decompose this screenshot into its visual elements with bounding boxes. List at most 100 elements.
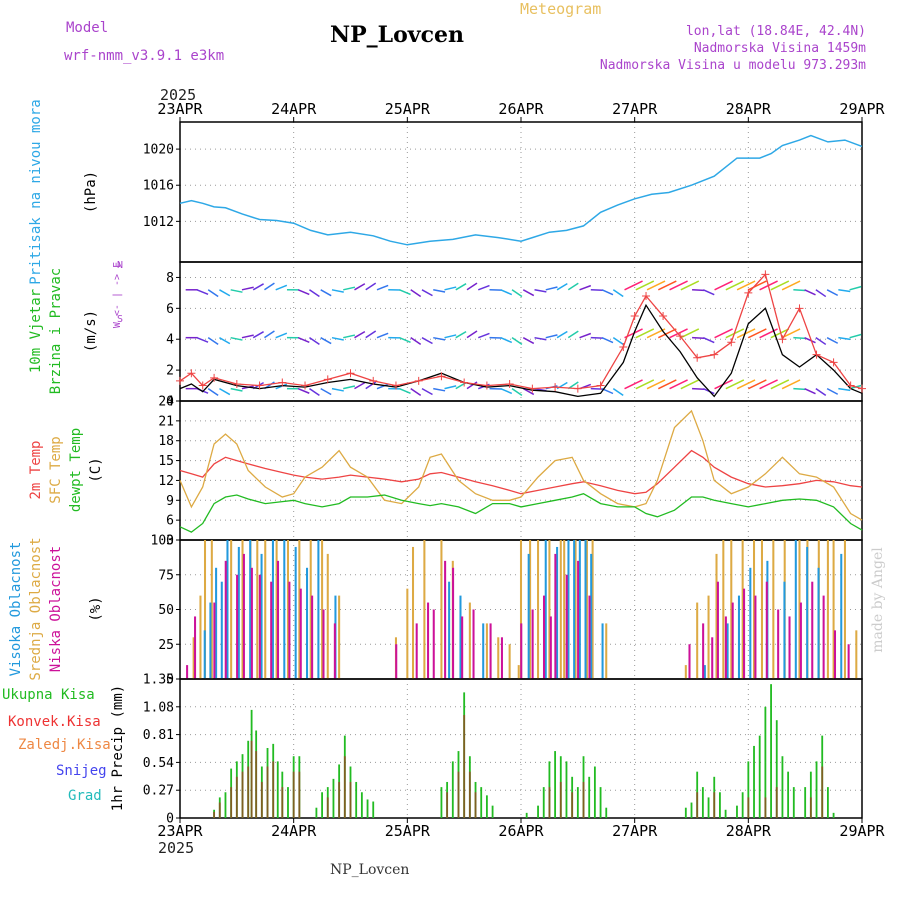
x-tick-label-top: 24APR	[271, 100, 317, 118]
wind-gust-marker	[761, 270, 770, 279]
wind-barb	[354, 381, 366, 390]
wind-barb	[692, 336, 705, 340]
wind-barb	[309, 337, 320, 346]
page-title: NP_Lovcen	[330, 22, 464, 48]
cloud-bar-mid	[497, 637, 500, 679]
y-tick-label: 0.81	[143, 728, 174, 743]
wind-gust-marker	[187, 369, 196, 378]
y-tick-label: 1.08	[143, 700, 174, 715]
wind-barb	[252, 283, 264, 291]
cloud-bar-high	[584, 540, 587, 679]
wind-barb	[252, 331, 264, 339]
legend-snow: Snijeg	[56, 763, 107, 779]
wind-gust-marker	[528, 384, 537, 393]
cloud-bar-low	[311, 595, 314, 679]
wind-barb	[736, 379, 756, 390]
cloud-bar-low	[688, 644, 691, 679]
cloud-bar-high	[817, 567, 820, 679]
precip-bar-total	[747, 761, 750, 818]
cloud-bar-low	[822, 595, 825, 679]
wind-barb	[410, 388, 422, 396]
cloud-bar-low	[549, 616, 552, 679]
wind-gust-marker	[693, 353, 702, 362]
cloud-bar-low	[322, 609, 325, 679]
cloud-bar-mid	[574, 540, 577, 679]
cloud-bar-mid	[832, 540, 835, 679]
precip-bar-total	[588, 776, 591, 818]
y-tick-label: 24	[158, 395, 174, 410]
y-tick-label: 75	[158, 568, 174, 583]
cloud-bar-low	[415, 623, 418, 679]
precip-bar-convective	[241, 771, 244, 818]
cloud-bar-mid	[230, 540, 233, 679]
cloud-bar-mid	[298, 540, 301, 679]
y-tick-label: 0	[166, 395, 174, 410]
precip-bar-convective	[266, 766, 269, 818]
cloud-bar-mid	[321, 540, 324, 679]
wind-barb	[804, 387, 816, 395]
wind-barb	[455, 330, 467, 339]
footer-station-name: NP_Lovcen	[330, 862, 410, 878]
cloud-bar-mid	[203, 540, 207, 679]
precip-bar-total	[372, 801, 375, 818]
temp-line-sfc	[179, 409, 863, 521]
precip-bar-convective	[747, 797, 750, 818]
y-tick-label: 21	[158, 414, 174, 429]
precip-bar-total	[787, 771, 790, 818]
wind-gust-marker	[778, 335, 787, 344]
wind-barb	[376, 284, 389, 291]
precip-bar-convective	[213, 811, 216, 818]
precip-bar-convective	[235, 776, 238, 818]
x-tick-label-top: 29APR	[839, 100, 885, 118]
wind-barb	[275, 332, 288, 339]
wind-barb	[365, 330, 377, 339]
precip-bar-convective	[349, 781, 352, 818]
precip-bar-convective	[230, 787, 233, 818]
wind-barb	[826, 387, 839, 395]
cloud-bar-high	[578, 540, 581, 679]
cloud-bar-low	[299, 588, 302, 679]
precip-bar-total	[684, 807, 687, 818]
cloud-bar-low	[847, 644, 850, 679]
wind-barb	[522, 387, 535, 396]
wind-barb	[601, 336, 614, 344]
wind-barb	[793, 387, 806, 391]
x-tick-label-bottom: 25APR	[385, 822, 431, 840]
cloud-bar-high	[215, 567, 218, 679]
wind-barb	[343, 385, 356, 390]
cloud-bar-low	[277, 560, 280, 679]
model-elevation-text: Nadmorska Visina u modelu 973.293m	[599, 58, 866, 73]
wind-gust-marker	[232, 380, 241, 389]
precip-bar-convective	[272, 761, 275, 818]
wind-barb	[297, 289, 310, 296]
x-tick-label-bottom: 24APR	[271, 822, 317, 840]
wind-barb	[624, 379, 643, 390]
wind-barb	[230, 387, 243, 392]
meteogram-title-header: Model wrf-nmm_v3.9.1 e3km NP_Lovcen Mete…	[0, 0, 900, 100]
y-tick-label: 9	[166, 494, 174, 509]
wind-barb	[748, 379, 767, 390]
wind-barb	[601, 289, 614, 296]
precip-bar-total	[451, 761, 454, 818]
cloud-bar-mid	[199, 595, 202, 679]
wind-barb	[703, 336, 715, 344]
cloud-bar-mid	[519, 540, 523, 679]
y-tick-label: 1020	[143, 143, 174, 158]
wind-barb	[849, 333, 862, 339]
wind-barb	[692, 387, 705, 390]
wind-barb	[826, 289, 839, 297]
precip-bar-convective	[571, 792, 574, 818]
wind-barb	[793, 336, 806, 340]
precip-bar-total	[781, 756, 784, 818]
x-tick-label-bottom: 27APR	[612, 822, 658, 840]
y-tick-label: 4	[166, 333, 174, 348]
cloud-bar-mid	[338, 595, 341, 679]
cloud-bar-high	[567, 540, 570, 679]
cloud-bar-low	[224, 560, 227, 679]
cloud-bar-low	[444, 560, 447, 679]
cloud-bar-mid	[760, 540, 763, 679]
wind-axis-title-a: 10m Vjetar	[28, 289, 44, 373]
year-label-top: 2025	[160, 86, 196, 104]
precip-bar-total	[366, 799, 369, 818]
